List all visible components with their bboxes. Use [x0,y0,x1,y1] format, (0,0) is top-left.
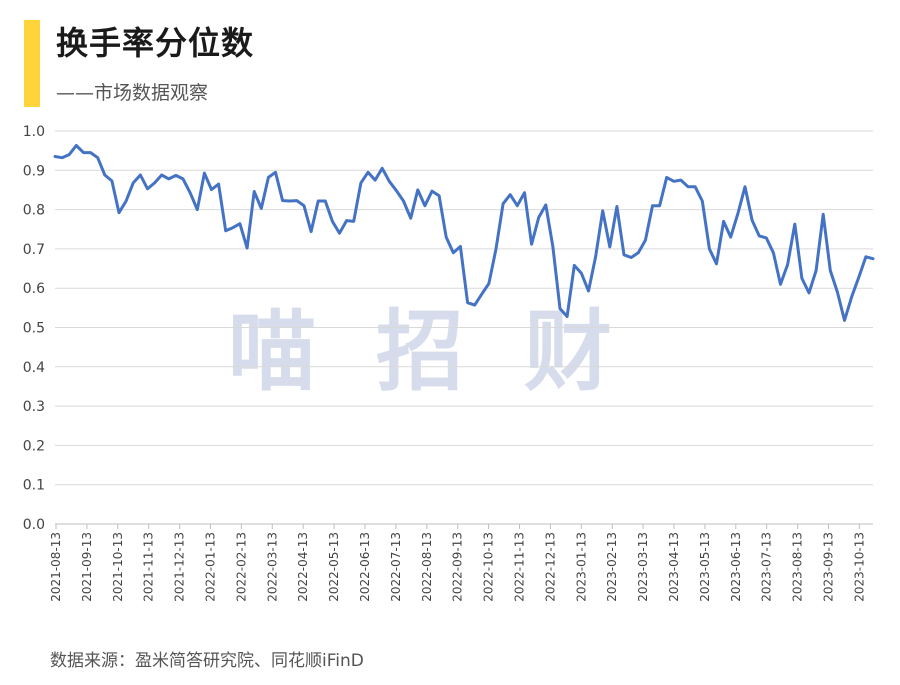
x-tick-label: 2021-12-13 [173,532,187,602]
x-tick-label: 2022-02-13 [234,532,248,602]
x-tick-label: 2023-07-13 [760,532,774,602]
x-tick-label: 2023-03-13 [636,532,650,602]
watermark-char: 喵 [228,300,316,403]
chart-gridlines [55,130,873,525]
x-tick-label: 2021-10-13 [111,532,125,602]
x-axis: 2021-08-13 2021-09-13 2021-10-13 2021-11-13… [49,524,866,602]
x-tick-label: 2023-08-13 [791,532,805,602]
x-tick-label: 2022-06-13 [358,532,372,602]
series-line [53,144,875,322]
y-axis: 0.0 0.1 0.2 0.3 0.4 0.5 0.6 0.7 0.8 0.9 1.0 [23,124,45,533]
x-tick-label: 2022-03-13 [265,532,279,602]
x-tick-label: 2022-09-13 [451,532,465,602]
y-tick-label: 0.3 [23,399,45,415]
x-tick-label: 2022-11-13 [513,532,527,602]
x-tick-label: 2022-01-13 [204,532,218,602]
y-tick-label: 0.7 [23,242,45,258]
x-tick-label: 2022-04-13 [296,532,310,602]
x-tick-label: 2022-05-13 [327,532,341,602]
x-tick-label: 2021-09-13 [80,532,94,602]
page-subtitle: ——市场数据观察 [56,82,209,104]
y-tick-label: 0.5 [23,321,45,337]
series-group [53,144,875,322]
x-tick-label: 2023-02-13 [605,532,619,602]
x-tick-label: 2023-09-13 [822,532,836,602]
watermark: 喵招财 [228,300,612,403]
y-tick-label: 1.0 [23,124,45,140]
page-title: 换手率分位数 [56,24,255,62]
x-tick-label: 2023-04-13 [667,532,681,602]
x-tick-label: 2022-08-13 [420,532,434,602]
y-tick-label: 0.8 [23,203,45,219]
line-chart: 喵招财 0.0 0.1 0.2 0.3 0.4 0.5 0.6 0.7 0.8 0.9 1.0 20… [23,124,875,602]
x-tick-label: 2022-10-13 [482,532,496,602]
x-tick-label: 2023-05-13 [698,532,712,602]
y-tick-label: 0.4 [23,360,45,376]
x-tick-label: 2023-01-13 [574,532,588,602]
y-tick-label: 0.9 [23,163,45,179]
x-tick-label: 2023-06-13 [729,532,743,602]
x-tick-label: 2022-07-13 [389,532,403,602]
y-tick-label: 0.2 [23,438,45,454]
y-tick-label: 0.6 [23,281,45,297]
x-tick-label: 2022-12-13 [543,532,557,602]
title-accent-bar [24,20,40,107]
watermark-char: 招 [376,300,464,403]
x-tick-label: 2021-08-13 [49,532,63,602]
data-source-note: 数据来源：盈米简答研究院、同花顺iFinD [50,651,364,671]
x-tick-label: 2021-11-13 [142,532,156,602]
y-tick-label: 0.1 [23,478,45,494]
x-tick-label: 2023-10-13 [852,532,866,602]
y-tick-label: 0.0 [23,517,45,533]
